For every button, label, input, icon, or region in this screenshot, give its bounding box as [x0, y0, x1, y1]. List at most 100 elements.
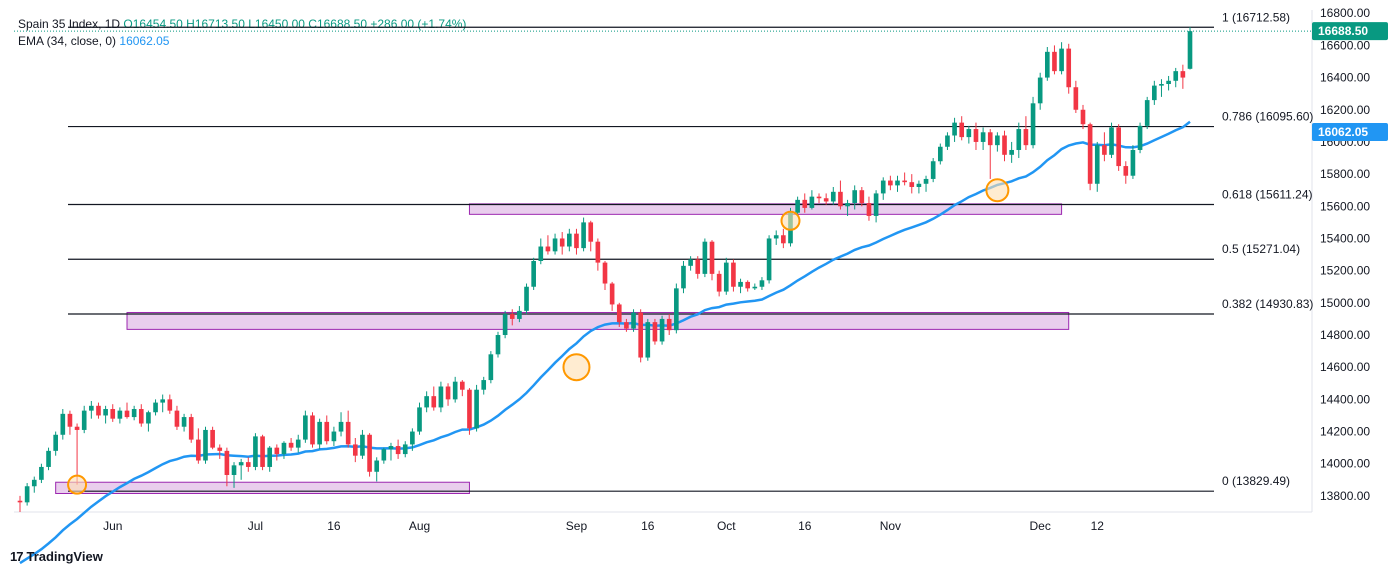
candle	[253, 433, 258, 471]
candle-body	[274, 447, 280, 455]
candle-body	[1059, 48, 1064, 72]
candle-body	[367, 434, 372, 472]
candle	[759, 277, 765, 290]
candle	[909, 174, 915, 194]
candle	[1102, 132, 1107, 162]
tradingview-logo[interactable]: 17 TradingView	[10, 549, 103, 564]
candle-body	[1137, 125, 1143, 150]
candle	[816, 193, 822, 204]
candle	[445, 383, 451, 406]
candle-body	[303, 415, 308, 440]
candle-body	[495, 335, 501, 355]
candle	[852, 185, 858, 210]
candle-body	[1037, 77, 1043, 104]
candle	[709, 240, 715, 281]
candle-body	[424, 396, 429, 408]
ema-legend: EMA (34, close, 0) 16062.05	[18, 34, 169, 48]
candle-body	[909, 182, 915, 187]
candle	[987, 129, 993, 179]
x-tick-label: Dec	[1030, 519, 1051, 533]
candle	[738, 278, 743, 294]
candle-body	[46, 450, 51, 467]
candle	[1080, 104, 1086, 130]
candle-body	[60, 413, 66, 435]
candle-body	[1144, 100, 1150, 126]
candle-body	[509, 314, 515, 319]
y-tick-label: 15000.00	[1320, 296, 1370, 310]
candle-body	[352, 444, 358, 456]
fib-label-0: 0 (13829.49)	[1222, 474, 1290, 488]
candle	[352, 437, 358, 463]
candle-body	[538, 246, 544, 261]
candle-body	[338, 421, 344, 432]
candle-body	[210, 429, 215, 448]
candle	[138, 404, 144, 427]
candle-body	[1073, 87, 1079, 110]
candle	[631, 309, 636, 332]
highlight-circle	[985, 178, 1010, 203]
candle	[688, 256, 693, 271]
candle	[281, 441, 287, 459]
candle	[317, 418, 322, 450]
candle	[616, 302, 622, 327]
candle-body	[845, 203, 850, 207]
candle-body	[360, 434, 365, 456]
candle	[930, 158, 936, 183]
candle-body	[702, 241, 708, 274]
tradingview-mark-icon: 17	[10, 549, 24, 564]
candle	[1009, 141, 1014, 163]
candle-body	[830, 191, 836, 202]
candle-body	[253, 436, 258, 467]
candle-body	[581, 222, 586, 249]
candle-body	[1009, 149, 1014, 155]
candle	[973, 122, 979, 150]
candle	[873, 190, 879, 223]
candle-body	[1102, 145, 1107, 155]
y-tick-label: 16200.00	[1320, 103, 1370, 117]
y-tick-label: 15800.00	[1320, 167, 1370, 181]
fib-label-05: 0.5 (15271.04)	[1222, 242, 1300, 256]
candle	[103, 405, 108, 424]
candle	[559, 232, 565, 255]
candle	[367, 433, 372, 477]
candle	[431, 386, 437, 411]
candle	[203, 426, 208, 464]
y-tick-label: 14800.00	[1320, 328, 1370, 342]
candle-body	[609, 283, 615, 305]
candle	[60, 409, 66, 440]
candle-body	[153, 402, 158, 413]
candle	[196, 428, 201, 464]
candle-body	[1094, 145, 1100, 184]
candle	[67, 410, 73, 435]
candle-body	[1030, 103, 1036, 146]
candle	[937, 143, 943, 165]
candle	[1087, 122, 1093, 191]
candle-body	[459, 381, 465, 390]
candle-body	[923, 178, 929, 184]
candle	[681, 261, 686, 294]
candle-body	[695, 259, 701, 274]
candle-body	[388, 446, 394, 450]
candle-body	[595, 241, 601, 263]
candle-body	[1187, 31, 1193, 69]
candle	[495, 331, 501, 358]
candle-body	[1002, 135, 1007, 155]
candle-body	[588, 222, 594, 242]
candle	[966, 125, 972, 144]
candle	[146, 410, 151, 432]
candle-body	[766, 238, 772, 281]
candle-body	[488, 354, 494, 381]
candle	[388, 442, 394, 461]
candle	[153, 399, 158, 416]
y-tick-label: 14200.00	[1320, 425, 1370, 439]
candle	[888, 175, 893, 191]
candle	[81, 405, 87, 434]
candle-body	[1087, 124, 1093, 184]
candle	[895, 175, 900, 192]
candle	[502, 310, 508, 339]
ema-label: EMA (34, close, 0)	[18, 34, 117, 48]
candle-body	[559, 238, 565, 247]
candle	[160, 394, 166, 413]
candle	[524, 283, 529, 315]
